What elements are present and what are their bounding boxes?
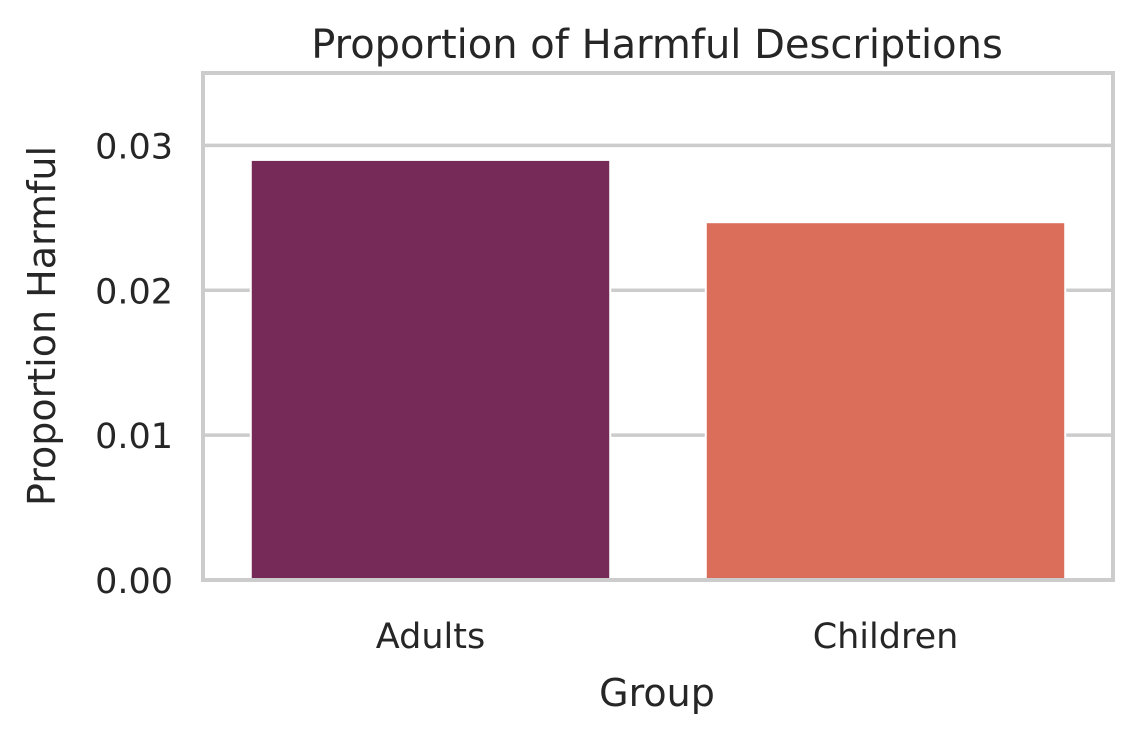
y-tick-labels: 0.00 0.01 0.02 0.03 <box>95 127 173 602</box>
x-axis-label: Group <box>599 671 715 715</box>
y-tick-label: 0.00 <box>95 562 173 602</box>
y-axis-label: Proportion Harmful <box>20 146 64 506</box>
bar-adults <box>249 158 612 582</box>
x-tick-label: Adults <box>376 617 485 657</box>
bars <box>249 158 1067 582</box>
chart-title: Proportion of Harmful Descriptions <box>311 22 1003 68</box>
x-tick-label: Children <box>813 617 959 657</box>
x-tick-labels: Adults Children <box>376 617 959 657</box>
plot-frame <box>201 71 1115 582</box>
bar-children <box>704 221 1067 581</box>
y-tick-label: 0.03 <box>95 127 173 167</box>
y-tick-label: 0.02 <box>95 272 173 312</box>
y-tick-label: 0.01 <box>95 417 173 457</box>
